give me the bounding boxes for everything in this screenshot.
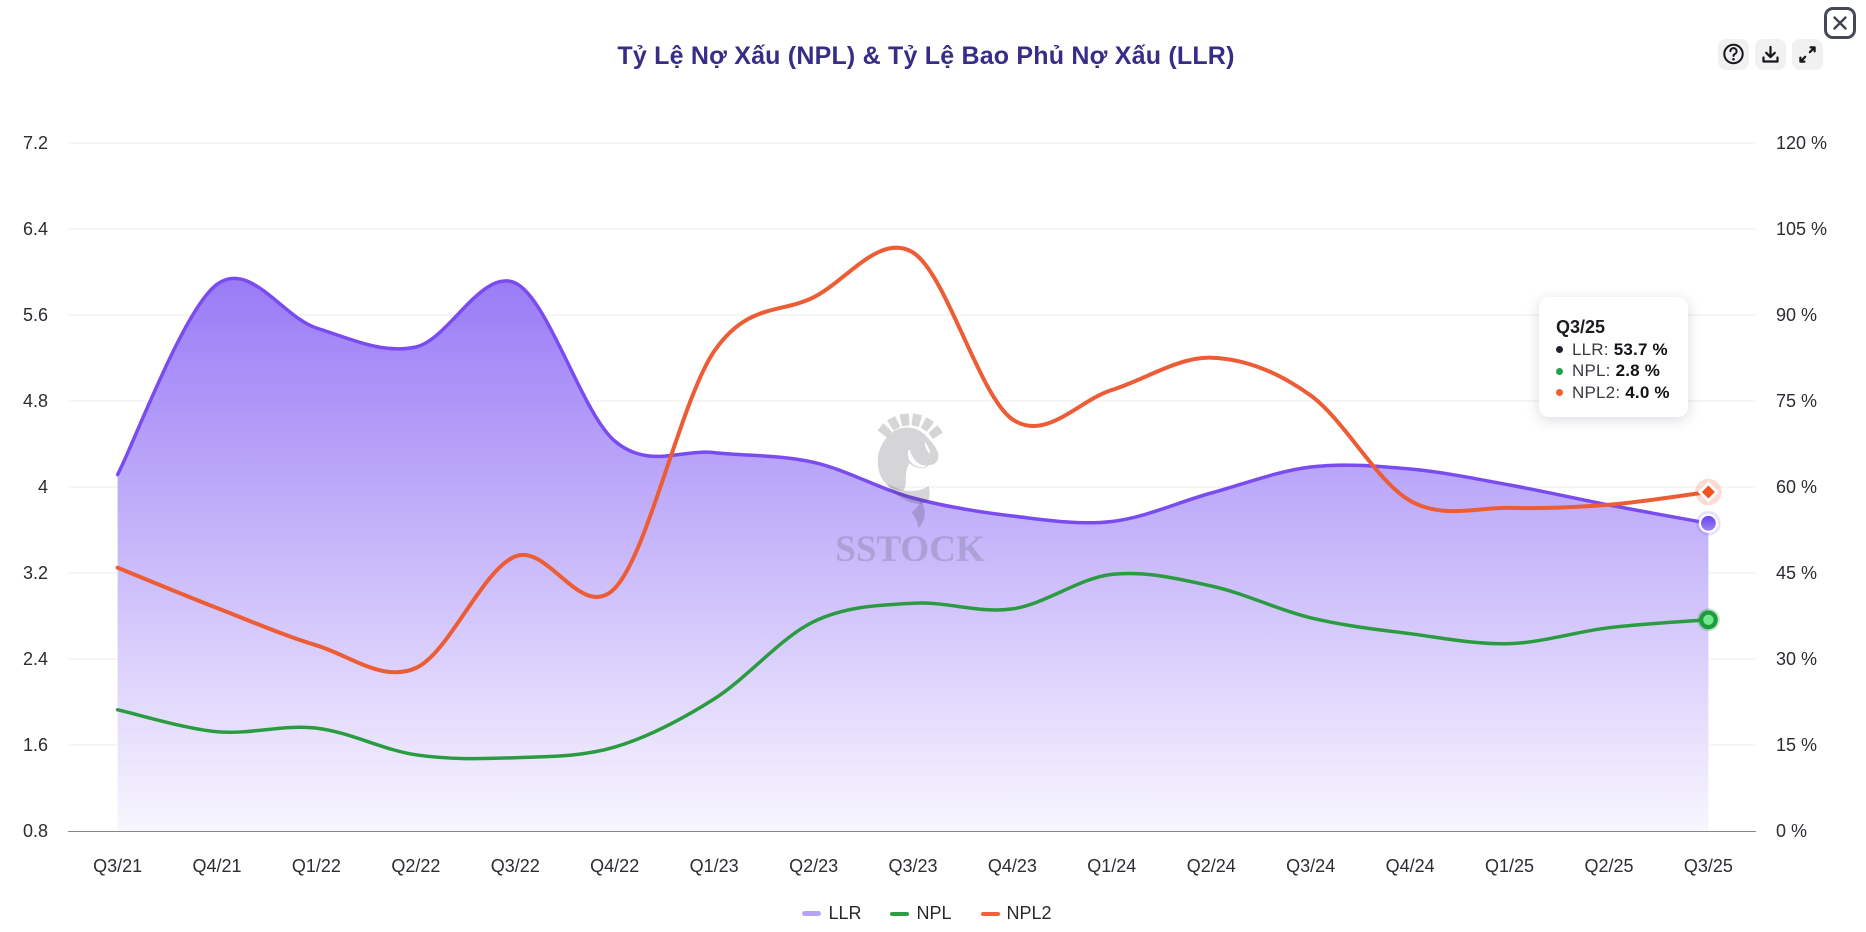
svg-text:Q3/21: Q3/21 [93, 856, 142, 876]
svg-text:5.6: 5.6 [23, 305, 48, 325]
svg-text:Q2/22: Q2/22 [391, 856, 440, 876]
svg-text:30 %: 30 % [1776, 649, 1817, 669]
svg-text:Q4/21: Q4/21 [192, 856, 241, 876]
svg-text:1.6: 1.6 [23, 735, 48, 755]
svg-text:Q2/23: Q2/23 [789, 856, 838, 876]
svg-text:60 %: 60 % [1776, 477, 1817, 497]
svg-text:Q4/23: Q4/23 [988, 856, 1037, 876]
svg-text:0 %: 0 % [1776, 821, 1807, 841]
svg-text:6.4: 6.4 [23, 219, 48, 239]
svg-text:2.4: 2.4 [23, 649, 48, 669]
svg-text:SSTOCK: SSTOCK [835, 529, 985, 570]
svg-text:4.8: 4.8 [23, 391, 48, 411]
svg-text:Q3/24: Q3/24 [1286, 856, 1335, 876]
svg-text:105 %: 105 % [1776, 219, 1827, 239]
svg-text:Q1/22: Q1/22 [292, 856, 341, 876]
svg-text:15 %: 15 % [1776, 735, 1817, 755]
svg-text:45 %: 45 % [1776, 563, 1817, 583]
svg-text:Q3/22: Q3/22 [491, 856, 540, 876]
svg-text:Q1/23: Q1/23 [690, 856, 739, 876]
svg-text:3.2: 3.2 [23, 563, 48, 583]
svg-text:4: 4 [38, 477, 48, 497]
svg-text:Q4/22: Q4/22 [590, 856, 639, 876]
svg-text:90 %: 90 % [1776, 305, 1817, 325]
svg-text:120 %: 120 % [1776, 133, 1827, 153]
svg-text:Q3/23: Q3/23 [888, 856, 937, 876]
svg-text:0.8: 0.8 [23, 821, 48, 841]
svg-text:Q1/25: Q1/25 [1485, 856, 1534, 876]
svg-text:Q2/25: Q2/25 [1584, 856, 1633, 876]
svg-text:Q2/24: Q2/24 [1187, 856, 1236, 876]
svg-text:75 %: 75 % [1776, 391, 1817, 411]
svg-text:7.2: 7.2 [23, 133, 48, 153]
svg-text:Q3/25: Q3/25 [1684, 856, 1733, 876]
svg-text:Q4/24: Q4/24 [1386, 856, 1435, 876]
svg-text:Q1/24: Q1/24 [1087, 856, 1136, 876]
